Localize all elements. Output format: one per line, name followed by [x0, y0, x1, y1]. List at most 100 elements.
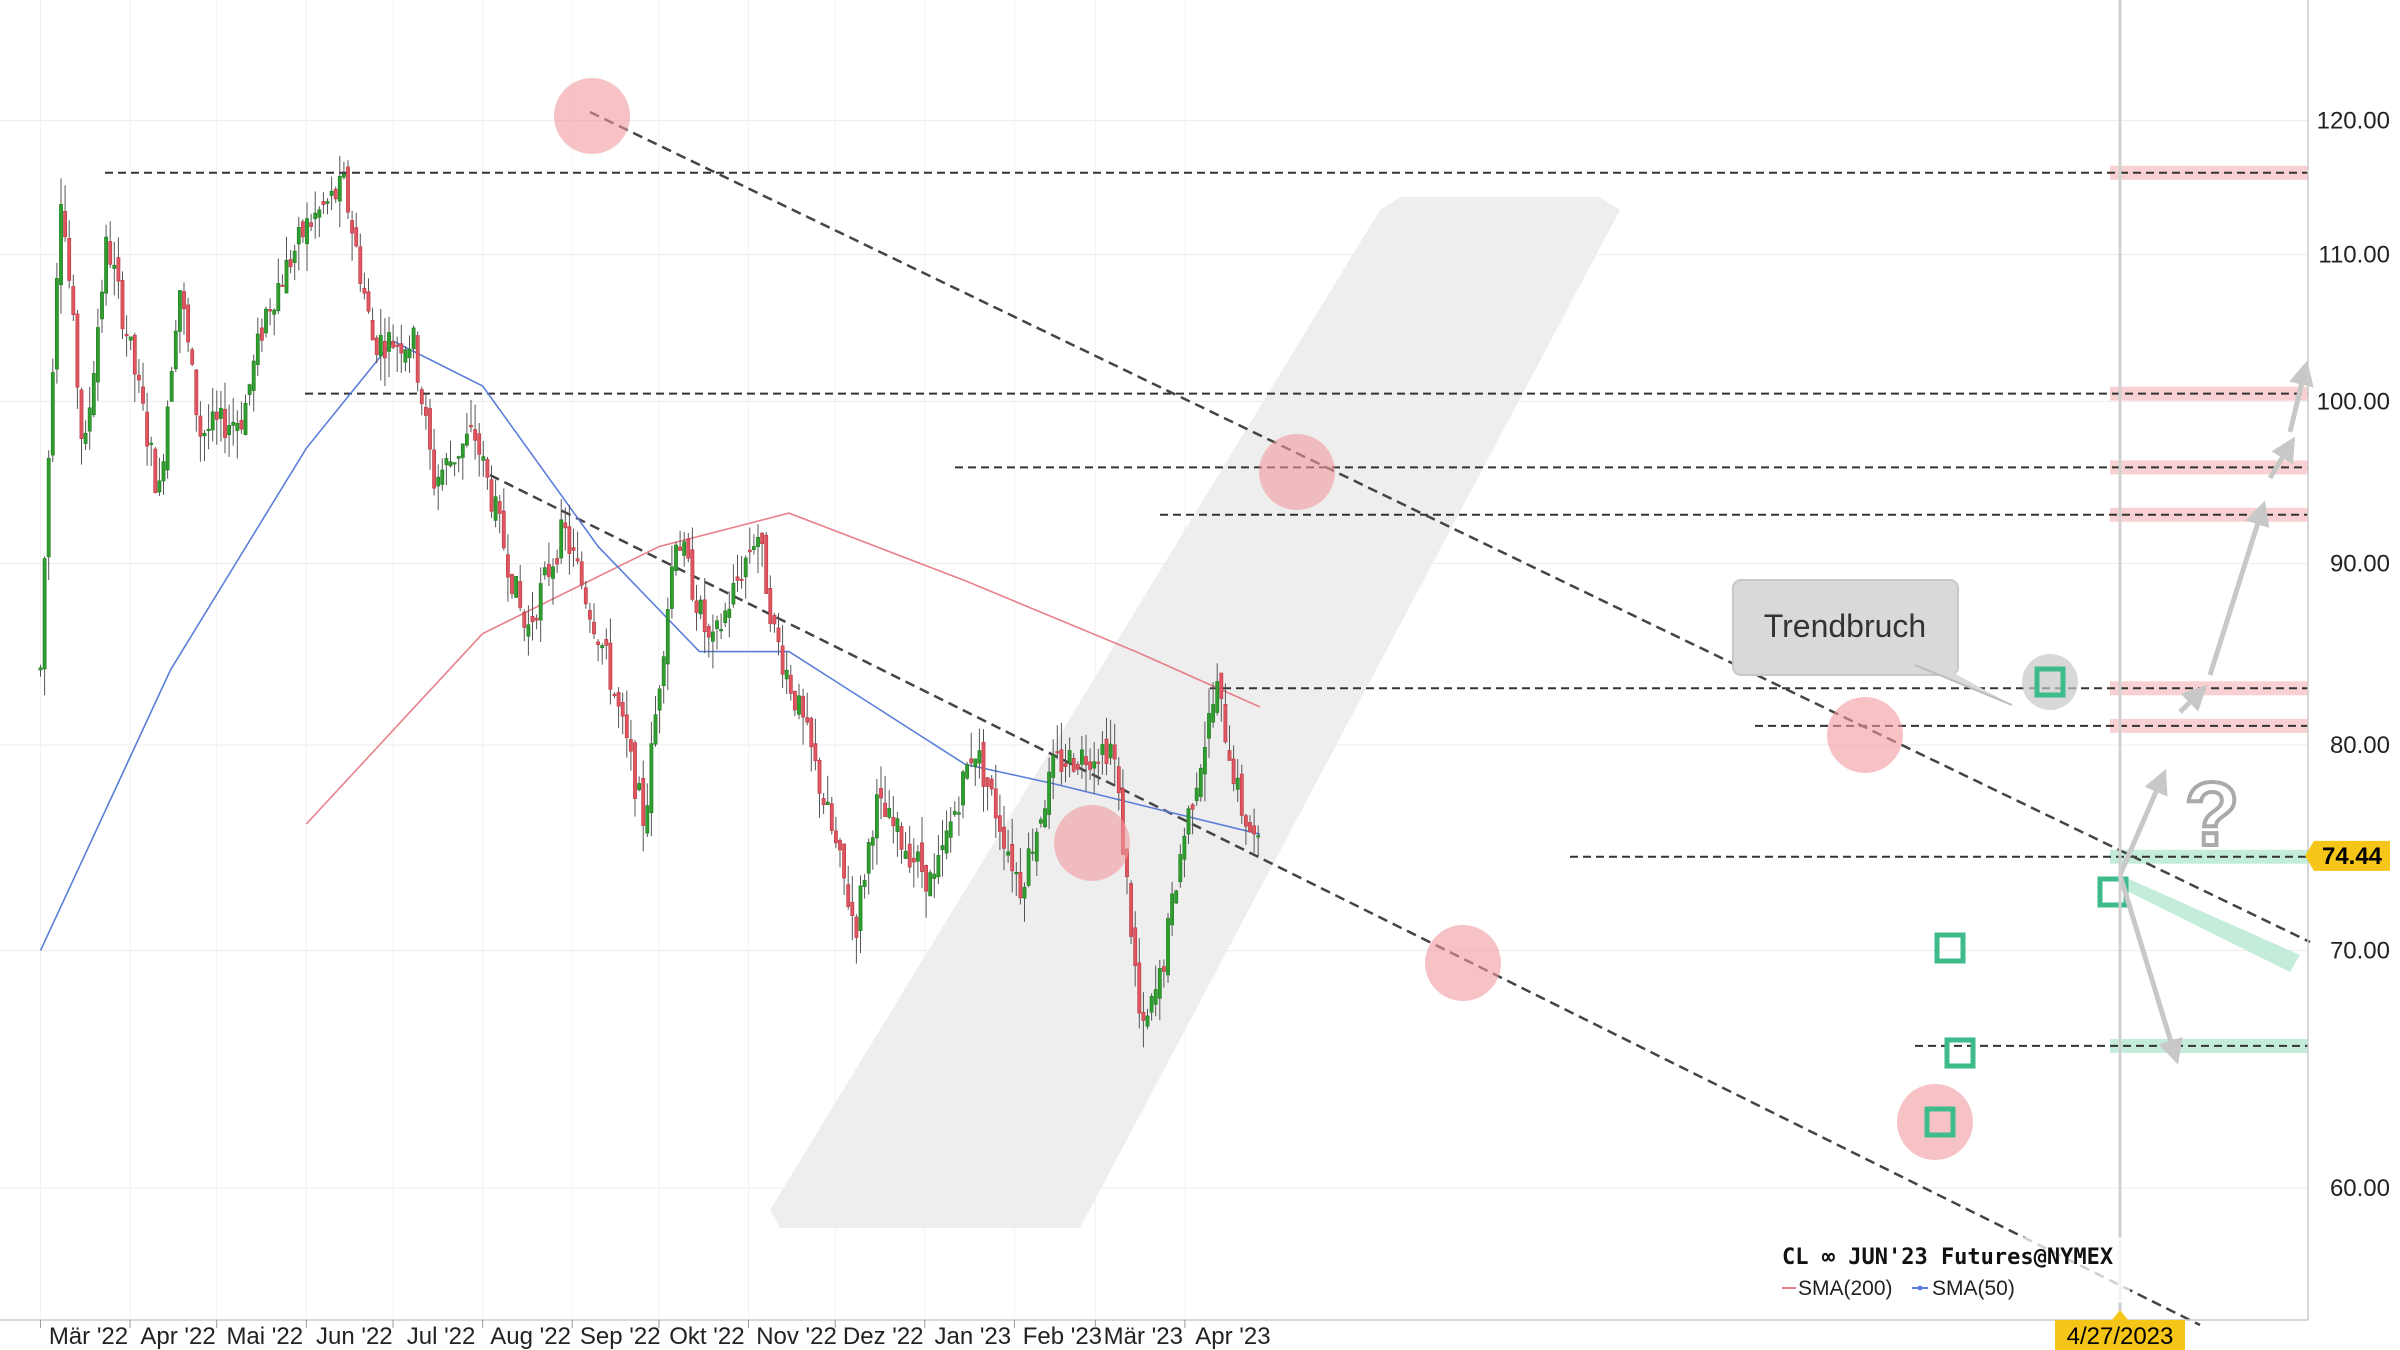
candle-up [973, 758, 978, 768]
candle-down [534, 617, 539, 621]
trendbruch-callout: Trendbruch [1732, 579, 2013, 706]
candle-down [71, 286, 76, 316]
candle-down [546, 564, 551, 577]
candle-down [776, 627, 781, 643]
candle-down [423, 406, 428, 416]
candle-down [190, 349, 195, 365]
callout-label: Trendbruch [1764, 608, 1926, 644]
candle-up [165, 406, 170, 471]
candle-down [628, 739, 633, 752]
candle-up [1034, 831, 1039, 862]
candle-down [477, 433, 482, 455]
legend-sma50: SMA(50) [1932, 1277, 2015, 1300]
candle-down [1002, 826, 1006, 849]
candle-up [1039, 819, 1043, 824]
candle-up [1157, 967, 1162, 999]
candle-up [682, 541, 687, 556]
candle-up [83, 432, 88, 444]
candle-down [120, 279, 125, 330]
candle-down [596, 641, 601, 645]
candle-down [419, 389, 424, 405]
candle-up [407, 348, 412, 359]
lower-trendline [489, 473, 2201, 1327]
candle-down [358, 246, 363, 284]
candle-down [780, 645, 785, 675]
candle-up [944, 830, 949, 854]
candle-up [128, 336, 133, 341]
candle-down [768, 587, 773, 624]
candle-up [292, 250, 297, 263]
candle-down [501, 510, 506, 549]
instrument-label: CL ∞ JUN'23 Futures@NYMEX [1782, 1245, 2113, 1270]
candle-up [403, 349, 408, 363]
candle-up [559, 519, 564, 559]
resistance-zone [2110, 681, 2308, 696]
candle-down [1223, 703, 1228, 743]
candle-down [1239, 773, 1244, 816]
scenario-arrows [2117, 360, 2314, 1065]
candle-down [288, 259, 293, 268]
candle-up [542, 567, 547, 576]
candle-up [411, 327, 416, 349]
candle-up [235, 422, 240, 431]
candle-up [100, 291, 104, 320]
candle-down [354, 227, 359, 247]
candle-down [1231, 758, 1236, 785]
candle-up [1051, 754, 1056, 778]
candle-down [1137, 962, 1142, 1014]
candle-up [1022, 886, 1027, 899]
candle-down [1018, 871, 1023, 899]
candle-up [751, 546, 756, 550]
candle-down [850, 901, 855, 917]
candle-up [87, 407, 92, 432]
candle-up [731, 583, 736, 605]
candle-up [710, 631, 715, 642]
candle-up [1186, 808, 1191, 835]
candle-down [75, 313, 80, 388]
candle-down [1129, 883, 1134, 937]
candle-down [690, 549, 695, 600]
candle-up [440, 469, 445, 485]
candle-up [932, 873, 937, 879]
y-tick-label: 100.00 [2317, 388, 2390, 415]
candle-up [169, 370, 174, 402]
candle-down [842, 843, 847, 879]
candle-up [42, 558, 47, 670]
y-tick-label: 60.00 [2330, 1175, 2390, 1202]
scenario-arrow [2267, 436, 2296, 480]
candle-up [227, 425, 232, 436]
candle-up [1043, 808, 1047, 827]
candle-down [1075, 763, 1080, 770]
candle-up [296, 227, 301, 245]
candle-down [145, 411, 150, 447]
candle-up [1026, 848, 1031, 886]
candle-up [251, 360, 256, 391]
candle-up [514, 576, 519, 598]
signal-square [1934, 932, 1966, 964]
candle-down [833, 830, 838, 844]
candle-down [223, 408, 227, 438]
candle-up [600, 645, 605, 649]
candle-up [202, 432, 207, 437]
candle-down [829, 803, 834, 831]
candle-up [436, 476, 441, 487]
x-tick-label: Mär '22 [49, 1323, 128, 1350]
candle-up [448, 461, 453, 467]
candle-down [817, 759, 822, 794]
candle-up [715, 620, 719, 629]
candle-down [1141, 1011, 1146, 1021]
candle-up [276, 283, 281, 312]
candle-up [961, 771, 965, 806]
candle-up [243, 402, 248, 436]
candle-down [821, 798, 826, 806]
candle-up [727, 608, 732, 618]
candle-down [1112, 744, 1117, 760]
candle-down [879, 787, 883, 799]
scenario-arrow [2117, 874, 2183, 1065]
candle-up [858, 885, 863, 931]
candle-down [563, 522, 568, 529]
candle-down [624, 714, 629, 738]
x-tick-label: Apr '22 [140, 1323, 215, 1350]
candle-down [1055, 751, 1060, 754]
candle-down [788, 674, 793, 694]
